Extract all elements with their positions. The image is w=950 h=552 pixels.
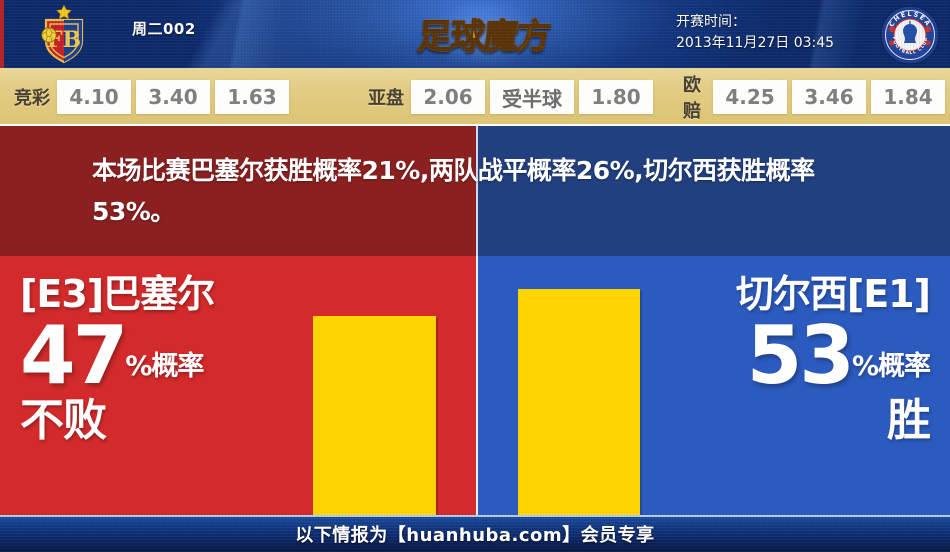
home-percent-row: 47 %概率 xyxy=(20,309,214,402)
panel-divider xyxy=(476,256,478,515)
probability-bar-home xyxy=(313,316,436,515)
home-percent-value: 47 xyxy=(20,309,128,402)
odds-value-jingcai-home[interactable]: 4.10 xyxy=(57,80,131,114)
home-outcome-label: 不败 xyxy=(20,395,107,446)
away-outcome-label: 胜 xyxy=(887,395,931,446)
odds-value-yapan-handicap[interactable]: 受半球 xyxy=(490,80,574,114)
odds-group-jingcai: 竞彩 4.10 3.40 1.63 xyxy=(14,68,294,126)
odds-bar: 竞彩 4.10 3.40 1.63 亚盘 2.06 受半球 1.80 欧赔 4.… xyxy=(0,68,950,126)
kickoff-time-block: 开赛时间： 2013年11月27日 03:45 xyxy=(676,12,834,54)
odds-label-yapan: 亚盘 xyxy=(368,88,404,109)
brand-logo: 足球魔方 xyxy=(409,8,559,58)
home-team-block: [E3]巴塞尔 47 %概率 不败 xyxy=(20,272,215,446)
footer-membership-notice: 以下情报为【huanhuba.com】会员专享 xyxy=(295,524,655,546)
odds-value-oupei-home[interactable]: 4.25 xyxy=(713,80,787,114)
away-percent-row: 53 %概率 xyxy=(736,309,931,402)
odds-value-oupei-away[interactable]: 1.84 xyxy=(871,80,945,114)
probability-chart: [E3]巴塞尔 47 %概率 不败 切尔西[E1] 53 %概率 胜 xyxy=(0,256,950,515)
footer-bar: 以下情报为【huanhuba.com】会员专享 xyxy=(0,515,950,552)
odds-value-yapan-away[interactable]: 1.80 xyxy=(579,80,653,114)
odds-value-jingcai-draw[interactable]: 3.40 xyxy=(136,80,210,114)
away-percent-value: 53 xyxy=(746,309,855,402)
odds-group-yapan: 亚盘 2.06 受半球 1.80 xyxy=(368,68,658,126)
header-bar: FB 周二002 足球魔方 开赛时间： 2013年11月27日 03:45 xyxy=(0,0,950,68)
home-team-name: [E3]巴塞尔 xyxy=(20,272,215,316)
brand-logo-text: 足球魔方 xyxy=(416,9,552,58)
banner-left-half xyxy=(0,126,476,256)
banner-divider xyxy=(476,126,478,256)
probability-bar-away xyxy=(518,289,640,515)
kickoff-value: 2013年11月27日 03:45 xyxy=(676,35,835,51)
chelsea-crest-icon: CHELSEA FOOTBALL CLUB xyxy=(880,5,940,65)
basel-crest-icon: FB xyxy=(41,4,84,64)
odds-label-jingcai: 竞彩 xyxy=(14,88,50,109)
away-team-block: 切尔西[E1] 53 %概率 胜 xyxy=(735,272,931,446)
odds-label-oupei: 欧赔 xyxy=(683,75,701,122)
banner-right-half xyxy=(476,126,950,256)
odds-value-yapan-home[interactable]: 2.06 xyxy=(411,80,485,114)
summary-text: 本场比赛巴塞尔获胜概率21%,两队战平概率26%,切尔西获胜概率53%。 xyxy=(92,156,815,226)
home-percent-unit: %概率 xyxy=(125,351,204,382)
footer-top-rule xyxy=(0,515,950,517)
kickoff-label: 开赛时间： xyxy=(676,14,746,30)
away-team-name: 切尔西[E1] xyxy=(735,272,931,316)
odds-group-oupei: 欧赔 4.25 3.46 1.84 xyxy=(683,68,950,126)
away-percent-unit: %概率 xyxy=(851,351,931,382)
odds-value-oupei-draw[interactable]: 3.46 xyxy=(792,80,866,114)
match-number: 周二002 xyxy=(132,20,196,38)
summary-banner: 本场比赛巴塞尔获胜概率21%,两队战平概率26%,切尔西获胜概率53%。 xyxy=(0,126,950,256)
odds-value-jingcai-away[interactable]: 1.63 xyxy=(215,80,289,114)
